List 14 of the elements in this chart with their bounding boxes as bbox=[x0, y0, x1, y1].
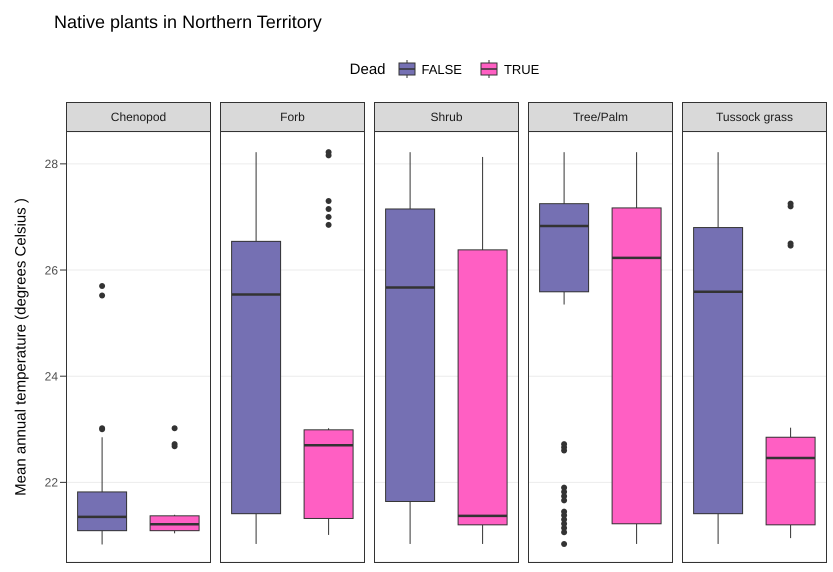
x-tick-label: Shrub bbox=[374, 102, 519, 132]
y-tick-label: 26 bbox=[44, 263, 58, 278]
x-tick-label: Chenopod bbox=[66, 102, 211, 132]
legend-label: TRUE bbox=[502, 60, 540, 78]
x-tick-label: Forb bbox=[220, 102, 365, 132]
y-tick-label: 24 bbox=[44, 369, 58, 384]
y-tick-label: 28 bbox=[44, 157, 58, 172]
y-tick-label: 22 bbox=[44, 476, 58, 490]
y-axis-title: Mean annual temperature (degrees Celsius ) bbox=[12, 198, 30, 496]
legend-label: FALSE bbox=[420, 60, 462, 78]
x-tick-label: Tussock grass bbox=[682, 102, 827, 132]
legend-title: Dead bbox=[350, 60, 386, 78]
chart-title: Native plants in Northern Territory bbox=[54, 11, 323, 34]
x-tick-label: Tree/Palm bbox=[528, 102, 673, 132]
